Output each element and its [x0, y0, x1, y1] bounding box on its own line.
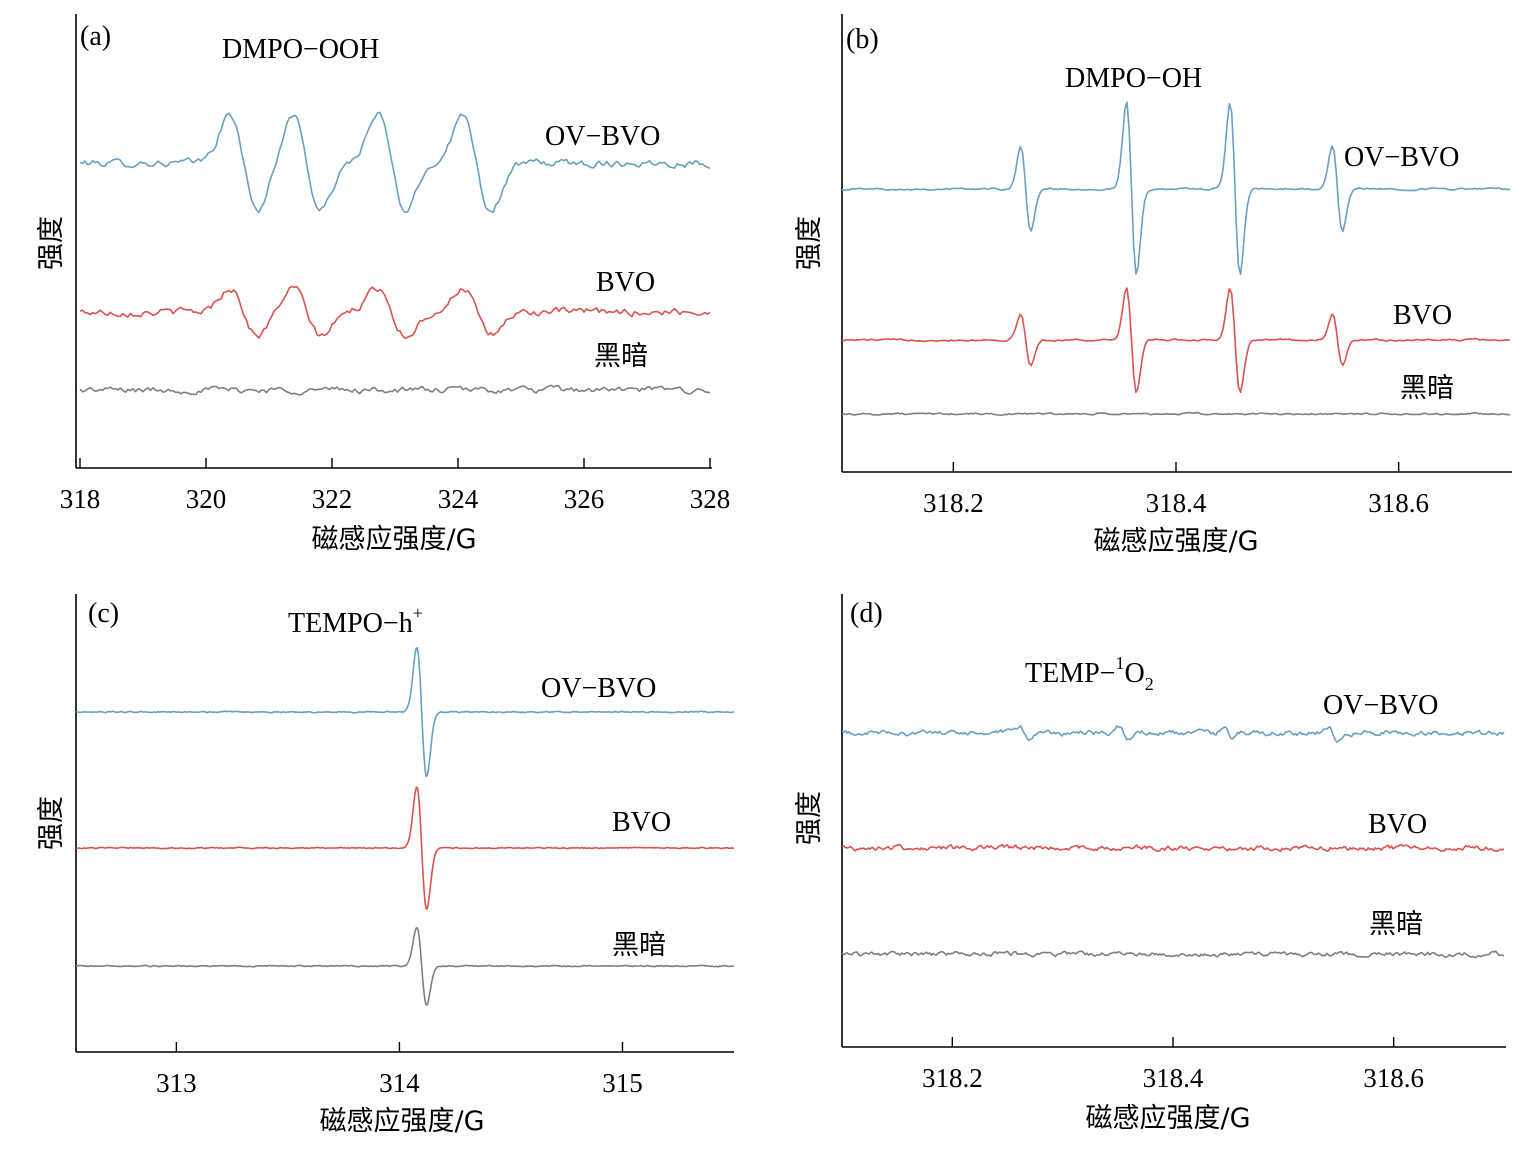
- panel-a-x-label: 磁感应强度/G: [311, 524, 476, 555]
- panel-a-traces: [79, 111, 711, 396]
- panel-c-label: (c): [88, 598, 119, 629]
- panel-a-series-label-bvo: BVO: [596, 267, 655, 298]
- panel-a: 318 320 322 324 326 328 (a) DMPO−OOH OV−BVO B…: [36, 14, 730, 555]
- panel-c-annotation-superscript: +: [413, 603, 423, 623]
- panel-a-label: (a): [80, 21, 111, 52]
- panel-a-trace-dark: [79, 384, 711, 396]
- panel-a-series-label-ov-bvo: OV−BVO: [545, 121, 660, 152]
- panel-a-annotation: DMPO−OOH: [222, 34, 379, 65]
- panel-c: 313 314 315 (c) TEMPO−h+ OV−BVO BVO 黑暗 磁感应…: [36, 594, 735, 1137]
- panel-d-x-tick-label: 318.6: [1363, 1063, 1424, 1093]
- panel-b-ticks: 318.2 318.4 318.6: [923, 462, 1429, 518]
- panel-c-x-tick-label: 313: [156, 1068, 197, 1098]
- panel-b-x-tick-label: 318.2: [923, 488, 984, 518]
- panel-b-trace-dark: [841, 411, 1511, 417]
- panel-c-x-tick-label: 314: [379, 1068, 420, 1098]
- panel-b: 318.2 318.4 318.6 (b) DMPO−OH OV−BVO BVO 黑…: [794, 14, 1512, 557]
- panel-b-series-label-dark: 黑暗: [1400, 373, 1454, 404]
- panel-d-x-label: 磁感应强度/G: [1085, 1103, 1250, 1134]
- panel-c-x-label: 磁感应强度/G: [319, 1106, 484, 1137]
- panel-c-annotation-text: TEMPO−h: [288, 608, 413, 639]
- panel-a-ticks: 318 320 322 324 326 328: [60, 458, 731, 514]
- panel-d-x-tick-label: 318.2: [922, 1063, 983, 1093]
- panel-a-y-label: 强度: [36, 216, 67, 270]
- panel-a-x-tick-label: 326: [564, 484, 605, 514]
- panel-c-trace-dark: [76, 927, 735, 1006]
- panel-b-traces: [841, 101, 1511, 417]
- panel-d-traces: [841, 725, 1505, 959]
- panel-d-annotation-subscript: 2: [1145, 674, 1154, 694]
- panel-c-series-label-bvo: BVO: [612, 807, 671, 838]
- panel-d: 318.2 318.4 318.6 (d) TEMP−1O2 OV−BVO BVO …: [794, 594, 1506, 1134]
- panel-d-annotation: TEMP−1O2: [1025, 653, 1154, 694]
- panel-d-annotation-text: TEMP−: [1025, 658, 1115, 689]
- panel-a-x-tick-label: 324: [438, 484, 479, 514]
- panel-c-y-label: 强度: [36, 796, 67, 850]
- panel-d-series-label-ov-bvo: OV−BVO: [1323, 690, 1438, 721]
- panel-b-annotation: DMPO−OH: [1065, 63, 1202, 94]
- panel-d-series-label-bvo: BVO: [1368, 809, 1427, 840]
- panel-a-series-label-dark: 黑暗: [594, 341, 648, 372]
- panel-c-trace-ov-bvo: [75, 646, 735, 778]
- panel-a-x-tick-label: 320: [186, 484, 227, 514]
- panel-d-label: (d): [850, 598, 883, 629]
- panel-d-x-tick-label: 318.4: [1143, 1063, 1204, 1093]
- panel-b-x-tick-label: 318.4: [1146, 488, 1207, 518]
- panel-b-y-label: 强度: [794, 216, 825, 270]
- panel-b-trace-bvo: [841, 287, 1511, 394]
- panel-a-x-tick-label: 318: [60, 484, 101, 514]
- panel-a-trace-bvo: [79, 285, 711, 340]
- panel-b-x-tick-label: 318.6: [1368, 488, 1429, 518]
- panel-a-x-tick-label: 322: [312, 484, 353, 514]
- panel-d-annotation-superscript: 1: [1115, 653, 1124, 673]
- panel-d-trace-dark: [841, 950, 1505, 959]
- panel-c-series-label-ov-bvo: OV−BVO: [541, 673, 656, 704]
- panel-d-annotation-body: O: [1124, 658, 1144, 689]
- panel-c-x-tick-label: 315: [602, 1068, 643, 1098]
- panel-c-annotation: TEMPO−h+: [288, 603, 423, 639]
- panel-c-ticks: 313 314 315: [156, 1042, 643, 1098]
- panel-a-x-tick-label: 328: [690, 484, 731, 514]
- panel-b-series-label-ov-bvo: OV−BVO: [1344, 142, 1459, 173]
- panel-b-series-label-bvo: BVO: [1393, 300, 1452, 331]
- panel-d-trace-bvo: [841, 843, 1505, 853]
- panel-c-series-label-dark: 黑暗: [612, 930, 666, 961]
- panel-c-traces: [75, 646, 735, 1006]
- panel-d-ticks: 318.2 318.4 318.6: [922, 1037, 1424, 1093]
- panel-b-label: (b): [846, 24, 879, 55]
- panel-d-y-label: 强度: [794, 791, 825, 845]
- panel-a-trace-ov-bvo: [79, 111, 711, 214]
- panel-b-trace-ov-bvo: [841, 101, 1511, 276]
- panel-c-trace-bvo: [75, 786, 735, 910]
- panel-d-trace-ov-bvo: [841, 725, 1505, 743]
- panel-d-series-label-dark: 黑暗: [1369, 909, 1423, 940]
- panel-b-x-label: 磁感应强度/G: [1093, 526, 1258, 557]
